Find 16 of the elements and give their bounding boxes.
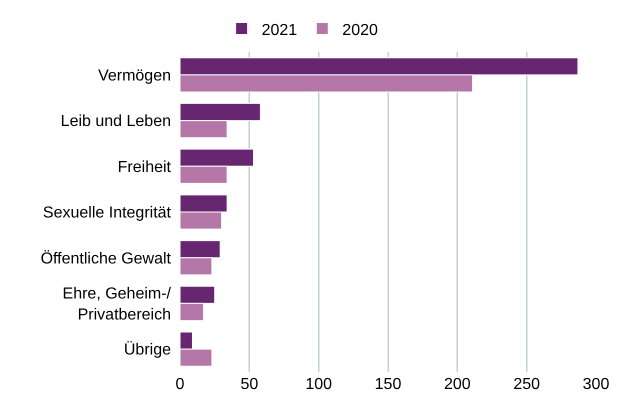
y-tick-label: Vermögen bbox=[98, 67, 171, 84]
x-tick-label: 250 bbox=[513, 376, 540, 393]
y-tick-label: Ehre, Geheim-/ Privatbereich bbox=[62, 286, 172, 324]
legend-label: 2021 bbox=[262, 22, 298, 39]
x-tick-label: 300 bbox=[582, 376, 610, 393]
y-tick-label: Leib und Leben bbox=[60, 113, 171, 130]
x-tick-label: 0 bbox=[176, 376, 185, 393]
y-tick-label: Übrige bbox=[124, 340, 172, 359]
x-tick-label: 100 bbox=[305, 376, 332, 393]
x-tick-label: 50 bbox=[240, 376, 258, 393]
x-tick-label: 150 bbox=[374, 376, 402, 393]
legend-label: 2020 bbox=[342, 22, 378, 39]
y-tick-label: Sexuelle Integrität bbox=[42, 204, 172, 222]
y-tick-label: Freiheit bbox=[118, 158, 172, 176]
y-tick-label: Öffentliche Gewalt bbox=[40, 249, 172, 268]
x-tick-label: 200 bbox=[444, 376, 471, 393]
